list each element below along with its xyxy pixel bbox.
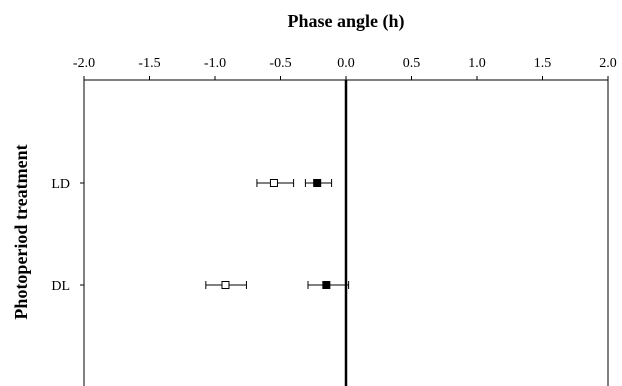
plot-frame xyxy=(83,79,609,386)
x-tick-label: 2.0 xyxy=(599,56,617,71)
category-label: DL xyxy=(51,279,70,294)
category-labels: LD DL xyxy=(51,177,84,294)
x-tick-label: -1.0 xyxy=(204,56,226,71)
chart-title: Phase angle (h) xyxy=(288,11,405,32)
data-marks xyxy=(205,179,350,289)
x-tick-label: -0.5 xyxy=(269,56,291,71)
y-axis-label: Photoperiod treatment xyxy=(11,144,31,319)
filled-square-marker xyxy=(313,179,322,187)
open-square-marker xyxy=(269,179,278,187)
x-tick-label: 1.5 xyxy=(534,56,552,71)
x-tick-label: 0.5 xyxy=(403,56,421,71)
x-tick-label: -1.5 xyxy=(138,56,160,71)
x-tick-labels: -2.0 -1.5 -1.0 -0.5 0.0 0.5 1.0 1.5 2.0 xyxy=(73,56,617,80)
x-tick-label: -2.0 xyxy=(73,56,95,71)
open-square-marker xyxy=(221,281,230,289)
filled-square-marker xyxy=(322,281,331,289)
x-tick-label: 1.0 xyxy=(468,56,486,71)
x-tick-label: 0.0 xyxy=(337,56,355,71)
category-label: LD xyxy=(51,177,70,192)
